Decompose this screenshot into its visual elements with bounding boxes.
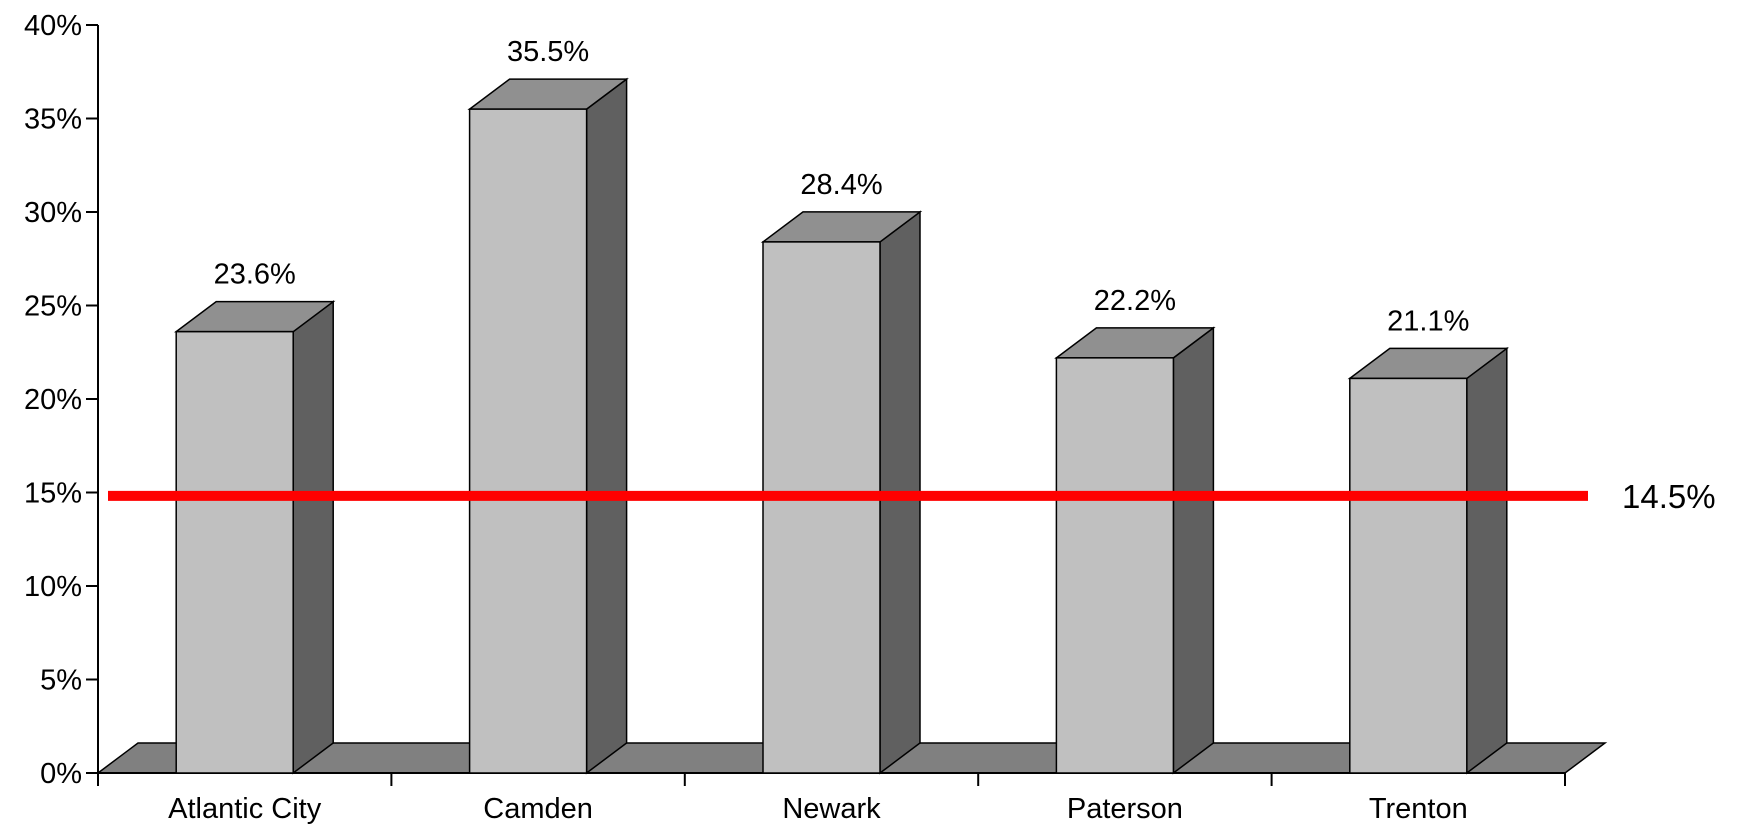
bar-side-face	[1466, 346, 1508, 775]
reference-line-group: 14.5%	[108, 478, 1716, 515]
x-category-label: Atlantic City	[168, 793, 322, 825]
y-tick-label: 40%	[24, 10, 82, 42]
y-tick-label: 10%	[24, 571, 82, 603]
y-tick-label: 5%	[40, 665, 82, 697]
bar-value-label: 22.2%	[1094, 285, 1176, 317]
reference-line-label: 14.5%	[1622, 478, 1716, 515]
bar-value-label: 21.1%	[1387, 305, 1469, 337]
x-category-label: Paterson	[1067, 793, 1183, 825]
bar	[467, 77, 629, 775]
bar-value-label: 23.6%	[214, 259, 296, 291]
y-axis: 0% 5% 10% 15% 20% 25% 30% 35% 40%	[24, 10, 99, 790]
x-category-label: Camden	[483, 793, 593, 825]
bars	[173, 77, 1510, 775]
bar-front-face	[762, 241, 881, 774]
bar-value-label: 28.4%	[800, 169, 882, 201]
bar-side-face	[1172, 326, 1215, 775]
bar	[1054, 326, 1216, 775]
y-tick-label: 30%	[24, 197, 82, 229]
bar-value-label: 35.5%	[507, 36, 589, 68]
x-axis: Atlantic City Camden Newark Paterson Trenton	[97, 772, 1566, 825]
data-labels: 23.6% 35.5% 28.4% 22.2% 21.1%	[214, 36, 1470, 337]
x-category-label: Trenton	[1369, 793, 1468, 825]
bar-front-face	[468, 108, 588, 774]
y-tick-label: 15%	[24, 478, 82, 510]
x-category-label: Newark	[782, 793, 881, 825]
bar	[1347, 346, 1510, 775]
bar-front-face	[175, 330, 294, 774]
bar	[173, 300, 336, 775]
bar-side-face	[585, 77, 628, 775]
bar-front-face	[1055, 357, 1175, 774]
bar-side-face	[292, 300, 334, 775]
y-tick-label: 20%	[24, 384, 82, 416]
y-tick-label: 25%	[24, 291, 82, 323]
y-tick-label: 0%	[40, 758, 82, 790]
bar-front-face	[1349, 377, 1468, 774]
y-tick-label: 35%	[24, 104, 82, 136]
